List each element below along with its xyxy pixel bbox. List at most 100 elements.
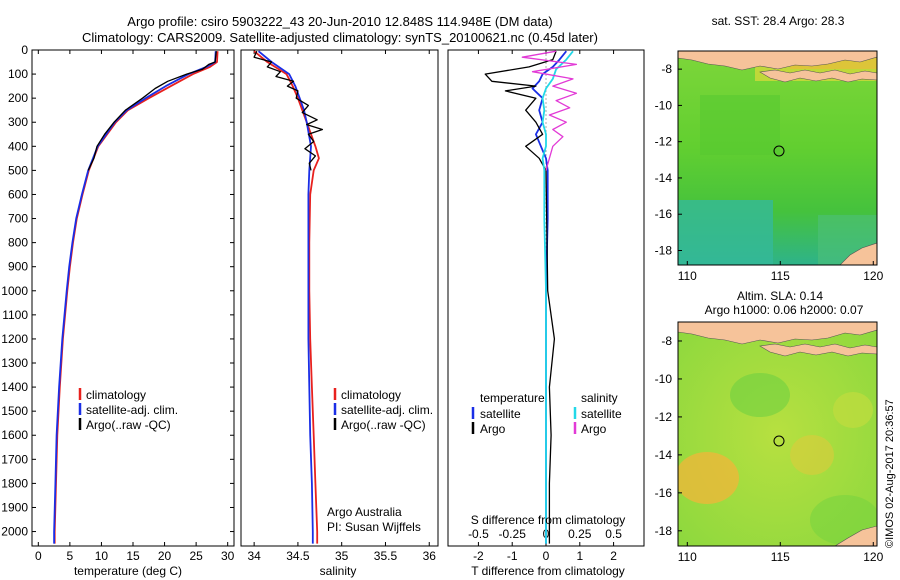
sla-land-islands [759, 343, 877, 357]
depth-tick-label: 1400 [1, 380, 28, 394]
sla-high-blob-2 [790, 435, 834, 475]
series-satellite-adj-clim- [53, 51, 217, 544]
map-lon-label: 120 [863, 269, 883, 283]
x-tick-label: 2 [610, 549, 617, 563]
legend-label: satellite-adj. clim. [86, 403, 178, 417]
map-lat-label: -14 [655, 171, 673, 185]
salinity-panel: 34 34.5 35 35.5 36 salinity climatologysatel… [240, 49, 439, 578]
depth-tick-label: 2000 [1, 525, 28, 539]
depth-tick-label: 400 [8, 139, 28, 153]
legend-label: Argo [581, 422, 607, 436]
sla-map-title: Altim. SLA: 0.14 [737, 289, 823, 303]
legend-header-temperature: temperature [480, 391, 545, 405]
map-lat-label: -16 [655, 486, 673, 500]
salinity-x-ticks: 34 34.5 35 35.5 36 [247, 50, 436, 563]
map-lon-label: 115 [771, 550, 790, 564]
sst-land-australia [839, 242, 877, 265]
depth-tick-label: 1800 [1, 476, 28, 490]
difference-legend: temperature salinitysatelliteArgosatellit… [471, 391, 622, 436]
sst-argo-marker [773, 145, 785, 157]
x-tick-label: 0 [543, 549, 550, 563]
depth-tick-label: 900 [8, 260, 28, 274]
sst-cool-patch [678, 200, 773, 265]
map-lat-label: -12 [655, 135, 673, 149]
difference-x-ticks: -2 -1 0 1 2-0.5 -0.25 0 0.25 0.5 [468, 50, 622, 563]
depth-tick-label: 1700 [1, 452, 28, 466]
series-satellite-adj-clim- [257, 50, 314, 544]
sla-map-subtitle: Argo h1000: 0.06 h2000: 0.07 [705, 303, 864, 317]
difference-s-axis-label: S difference from climatology [471, 513, 626, 527]
temperature-x-ticks: 0 5 10 15 20 25 30 [35, 50, 235, 563]
map-lat-label: -10 [655, 98, 673, 112]
x-tick-label: -2 [473, 549, 484, 563]
sst-map-frame [677, 50, 878, 266]
x-tick-label: 15 [126, 549, 140, 563]
sst-land-java [678, 51, 877, 71]
series-s-argo [521, 50, 578, 171]
temperature-series [53, 51, 219, 544]
series-t-argo [484, 50, 557, 544]
x-tick-label: 0 [35, 549, 42, 563]
depth-tick-label: 800 [8, 236, 28, 250]
sla-low-blob [730, 373, 790, 417]
legend-label: satellite [480, 407, 521, 421]
sst-map-title: sat. SST: 28.4 Argo: 28.3 [712, 14, 845, 28]
depth-tick-label: 1100 [2, 308, 28, 322]
salinity-series [253, 50, 324, 544]
salinity-x-label: salinity [320, 564, 357, 578]
depth-tick-label: 1600 [1, 428, 28, 442]
x-tick-label: 34 [247, 549, 261, 563]
x-tick-label: 36 [423, 549, 437, 563]
sst-mid-patch [700, 95, 780, 155]
salinity-annotation-line1: Argo Australia [327, 505, 402, 519]
temperature-panel: 0100200300400500600700800900100011001200… [1, 43, 644, 578]
map-lon-label: 110 [678, 269, 697, 283]
sla-argo-marker [773, 435, 785, 447]
sst-map-ticks: 110 115 120 -8 -10 -12 -14 -16 -18 [655, 62, 884, 283]
x-tick-label: 10 [95, 549, 109, 563]
sla-map-ticks: 110 115 120 -8 -10 -12 -14 -16 -18 [655, 334, 884, 564]
legend-label: Argo [480, 422, 506, 436]
sla-high-blob [678, 452, 739, 504]
depth-tick-label: 700 [8, 212, 28, 226]
map-lat-label: -18 [655, 524, 673, 538]
depth-tick-label: 1900 [1, 500, 28, 514]
depth-tick-label: 100 [8, 67, 28, 81]
legend-label: Argo(..raw -QC) [341, 418, 426, 432]
x-tick-label: 35 [335, 549, 349, 563]
difference-series [484, 50, 578, 544]
depth-tick-label: 600 [8, 187, 28, 201]
sst-map: sat. SST: 28.4 Argo: 28.3 110 115 120 -8 -10… [655, 14, 884, 283]
legend-label: satellite-adj. clim. [341, 403, 433, 417]
temperature-plot-frame [31, 49, 235, 547]
series-climatology [253, 50, 320, 544]
map-lat-label: -12 [655, 410, 673, 424]
legend-label: climatology [341, 388, 401, 402]
legend-header-salinity: salinity [581, 391, 618, 405]
legend-label: climatology [86, 388, 146, 402]
map-lat-label: -8 [661, 62, 672, 76]
depth-tick-label: 500 [8, 163, 28, 177]
x-tick-label: 20 [158, 549, 172, 563]
depth-tick-label: 200 [8, 91, 28, 105]
salinity-annotation-line2: PI: Susan Wijffels [327, 520, 421, 534]
x-tick-label: 30 [221, 549, 235, 563]
legend-label: satellite [581, 407, 622, 421]
depth-tick-label: 1200 [1, 332, 28, 346]
x-tick-label: 5 [67, 549, 74, 563]
sla-land-australia [834, 525, 877, 546]
salinity-plot-frame [240, 49, 439, 547]
series-argo-raw-qc- [253, 50, 324, 171]
sla-map-frame [677, 321, 878, 547]
s-diff-tick-label: -0.5 [468, 527, 489, 541]
depth-tick-label: 0 [21, 43, 28, 57]
depth-tick-label: 1000 [1, 284, 28, 298]
difference-panel: -2 -1 0 1 2-0.5 -0.25 0 0.25 0.5 temperature sali… [447, 49, 645, 578]
figure-title-line2: Climatology: CARS2009. Satellite-adjuste… [82, 30, 598, 45]
sla-land-java [678, 322, 877, 345]
map-lat-label: -14 [655, 448, 673, 462]
legend-label: Argo(..raw -QC) [86, 418, 171, 432]
map-lat-label: -16 [655, 207, 673, 221]
s-diff-tick-label: 0.25 [568, 527, 592, 541]
